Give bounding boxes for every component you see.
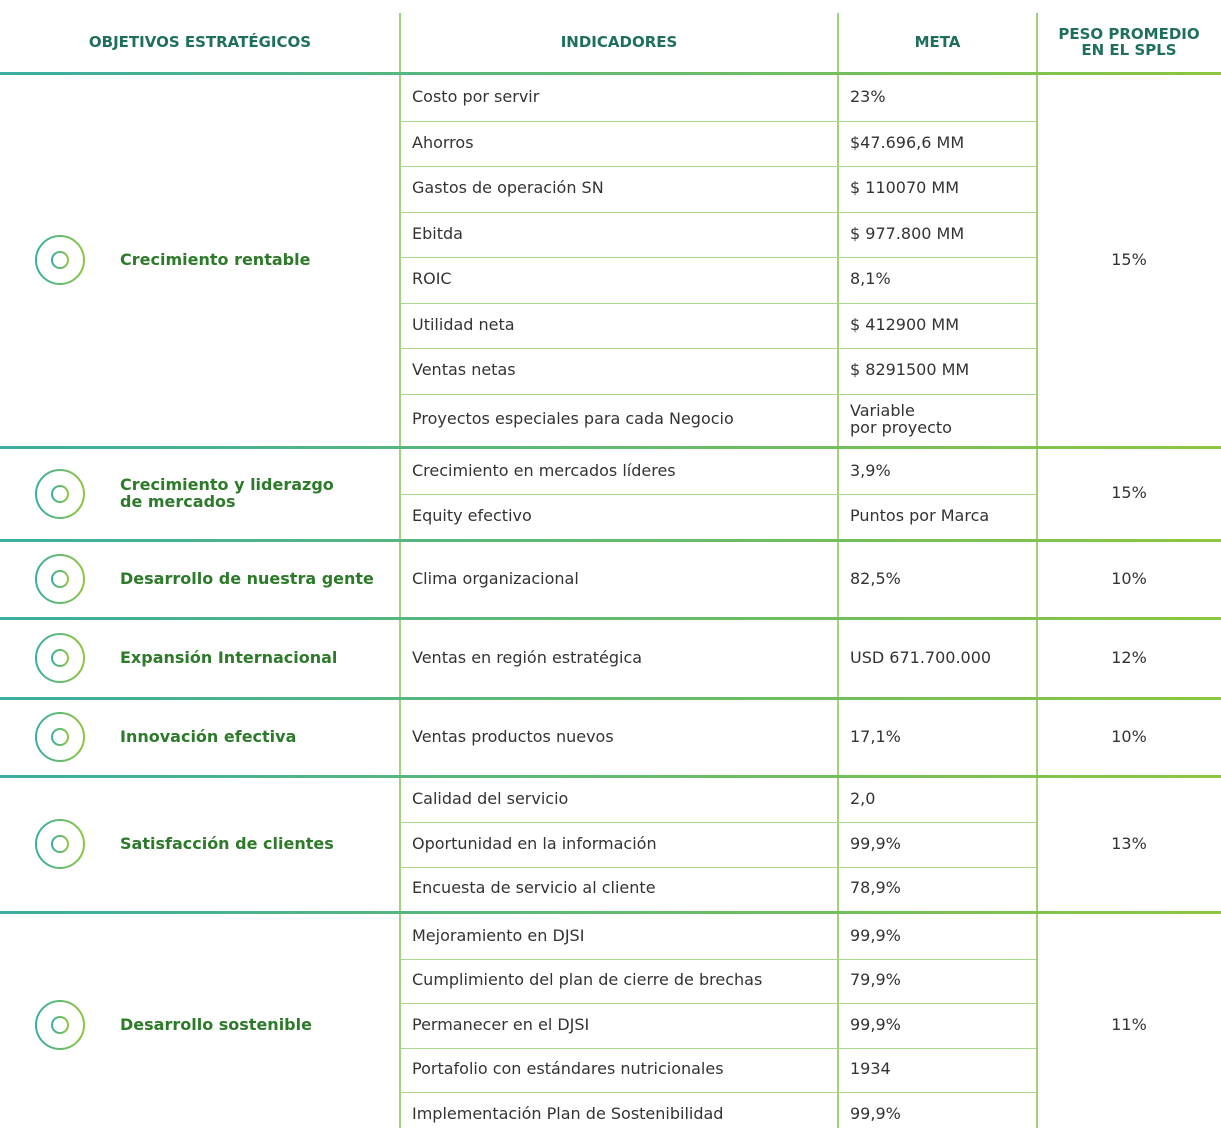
header-cell: PESO PROMEDIO EN EL SPLS	[1058, 25, 1200, 59]
header-cell: OBJETIVOS ESTRATÉGICOS	[88, 33, 312, 52]
objective: Satisfacción de clientes	[120, 833, 334, 853]
meta: 3,9%	[850, 460, 891, 480]
objective-icon	[35, 468, 85, 519]
row-divider	[400, 166, 1037, 167]
meta: 99,9%	[850, 833, 901, 853]
meta: 23%	[850, 87, 886, 107]
row-divider	[400, 1092, 1037, 1093]
meta: 99,9%	[850, 1103, 901, 1123]
meta: 1934	[850, 1059, 891, 1079]
indicator: ROIC	[412, 269, 452, 289]
header-cell: META	[914, 33, 961, 52]
objective-icon	[35, 235, 85, 286]
weight: 10%	[1111, 568, 1147, 588]
indicator: Permanecer en el DJSI	[412, 1014, 590, 1034]
meta: 78,9%	[850, 878, 901, 898]
indicator: Ventas en región estratégica	[412, 647, 643, 667]
objective-icon	[35, 1000, 85, 1051]
column-divider	[837, 13, 839, 1128]
objective: Crecimiento y liderazgo de mercados	[120, 474, 334, 511]
indicator: Ahorros	[412, 132, 474, 152]
weight: 13%	[1111, 833, 1147, 853]
row-divider	[400, 958, 1037, 960]
indicator: Gastos de operación SN	[412, 178, 604, 198]
meta: $ 8291500 MM	[850, 360, 970, 380]
indicator: Costo por servir	[412, 87, 540, 107]
column-divider	[1036, 13, 1038, 1128]
row-divider	[400, 1047, 1037, 1049]
objective-icon	[35, 633, 85, 683]
row-divider	[400, 1003, 1037, 1004]
objective-icon	[35, 712, 85, 762]
weight: 15%	[1111, 249, 1147, 269]
row-separator	[0, 696, 1221, 700]
meta: Variable por proyecto	[850, 400, 952, 437]
meta: $ 110070 MM	[850, 178, 960, 198]
objective: Innovación efectiva	[120, 726, 297, 746]
indicator: Utilidad neta	[412, 314, 515, 334]
indicator: Encuesta de servicio al cliente	[412, 878, 656, 898]
objective: Expansión Internacional	[120, 647, 338, 667]
indicator: Ebitda	[412, 223, 463, 243]
meta: USD 671.700.000	[850, 647, 992, 667]
row-divider	[400, 348, 1037, 349]
indicator: Proyectos especiales para cada Negocio	[412, 409, 734, 429]
meta: 82,5%	[850, 568, 901, 588]
meta: 2,0	[850, 789, 876, 809]
indicator: Cumplimiento del plan de cierre de brech…	[412, 970, 763, 990]
weight: 10%	[1111, 726, 1147, 746]
indicator: Mejoramiento en DJSI	[412, 925, 585, 945]
row-divider	[400, 257, 1037, 258]
objective: Desarrollo sostenible	[120, 1014, 312, 1034]
indicator: Implementación Plan de Sostenibilidad	[412, 1103, 724, 1123]
indicator: Clima organizacional	[412, 568, 579, 588]
indicator: Equity efectivo	[412, 505, 532, 525]
weight: 15%	[1111, 483, 1147, 503]
row-separator	[0, 445, 1221, 449]
row-divider	[400, 822, 1037, 823]
weight: 11%	[1111, 1014, 1147, 1034]
row-divider	[400, 393, 1037, 395]
row-separator	[0, 774, 1221, 778]
objective-icon	[35, 554, 85, 604]
column-divider	[399, 13, 401, 1128]
row-divider	[400, 120, 1037, 122]
meta: 17,1%	[850, 726, 901, 746]
objective: Crecimiento rentable	[120, 249, 311, 269]
indicator: Calidad del servicio	[412, 789, 569, 809]
meta: 79,9%	[850, 970, 901, 990]
meta: $ 977.800 MM	[850, 223, 965, 243]
indicator: Ventas productos nuevos	[412, 726, 614, 746]
row-separator	[0, 616, 1221, 620]
indicator: Portafolio con estándares nutricionales	[412, 1059, 724, 1079]
meta: $ 412900 MM	[850, 314, 960, 334]
row-separator	[0, 72, 1221, 75]
meta: $47.696,6 MM	[850, 132, 965, 152]
indicator: Crecimiento en mercados líderes	[412, 460, 676, 480]
row-divider	[400, 866, 1037, 868]
indicator: Oportunidad en la información	[412, 833, 657, 853]
weight: 12%	[1111, 647, 1147, 667]
meta: 8,1%	[850, 269, 891, 289]
row-separator	[0, 538, 1221, 542]
objective: Desarrollo de nuestra gente	[120, 568, 374, 588]
row-divider	[400, 211, 1037, 213]
meta: 99,9%	[850, 925, 901, 945]
header-cell: INDICADORES	[560, 33, 678, 52]
meta: Puntos por Marca	[850, 505, 990, 525]
row-separator	[0, 911, 1221, 914]
indicator: Ventas netas	[412, 360, 516, 380]
row-divider	[400, 302, 1037, 304]
objective-icon	[35, 819, 85, 870]
row-divider	[400, 493, 1037, 495]
meta: 99,9%	[850, 1014, 901, 1034]
